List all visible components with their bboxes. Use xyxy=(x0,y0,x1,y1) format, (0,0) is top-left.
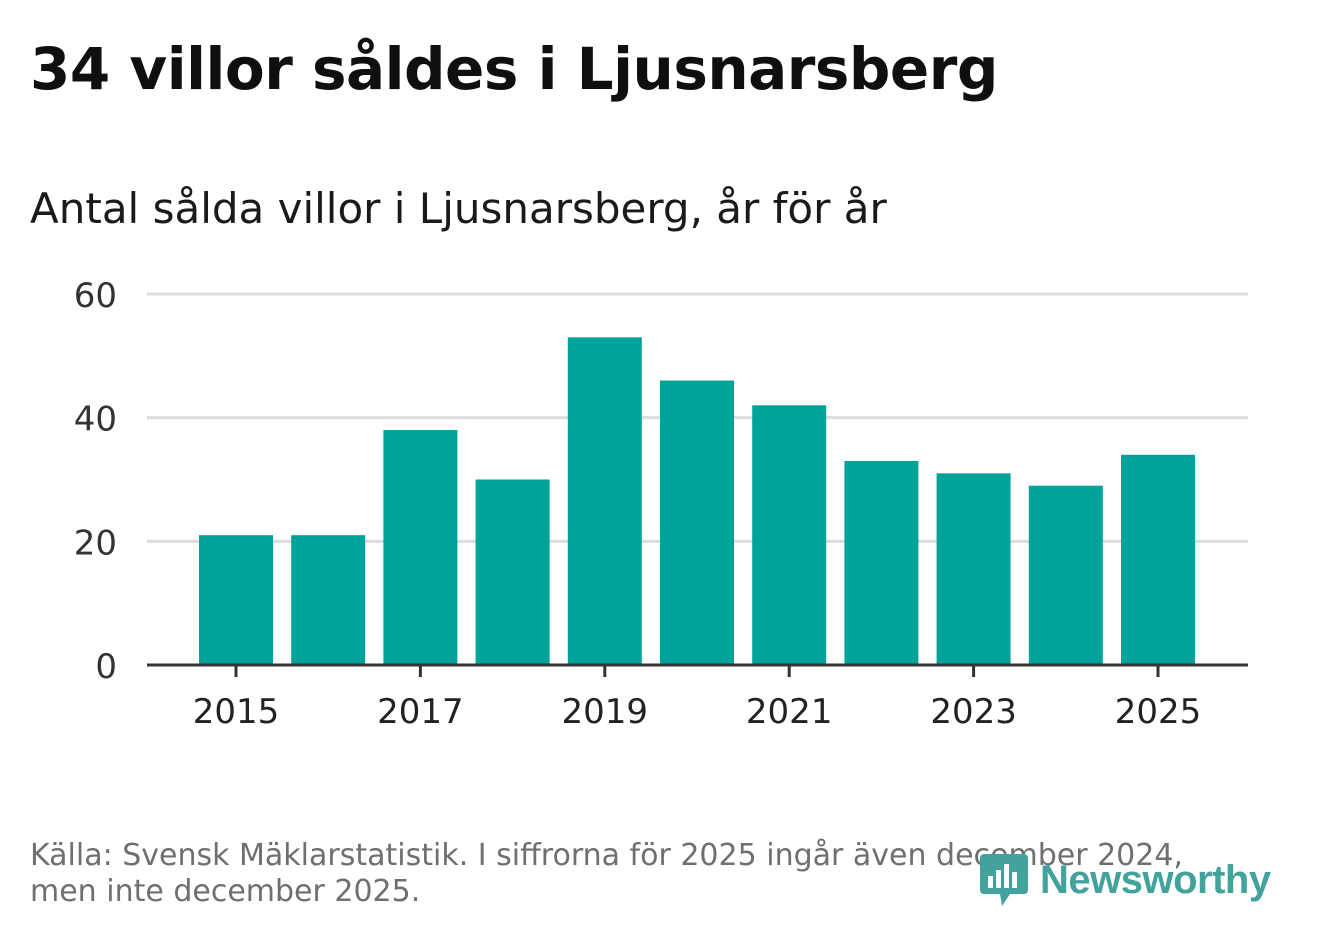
x-tick-label: 2023 xyxy=(930,692,1017,732)
bar-2022[interactable] xyxy=(844,460,919,665)
y-axis-ticks: 0 20 40 60 xyxy=(74,276,117,687)
bar-2018[interactable] xyxy=(475,479,550,666)
bars xyxy=(199,337,1195,665)
bar-2025[interactable] xyxy=(1121,454,1195,665)
bar-2019[interactable] xyxy=(567,337,642,665)
bar-2020[interactable] xyxy=(660,380,734,665)
bar-2024[interactable] xyxy=(1028,485,1103,665)
bar-2016[interactable] xyxy=(291,535,366,665)
x-tick-label: 2025 xyxy=(1115,692,1202,732)
y-tick-label: 20 xyxy=(74,523,117,563)
y-tick-label: 60 xyxy=(74,276,117,316)
x-tick-label: 2019 xyxy=(562,692,649,732)
x-tick-label: 2015 xyxy=(193,692,280,732)
bar-chart: 0 20 40 60 2015 2017 2019 2021 2023 2025 xyxy=(74,276,1248,732)
x-tick-label: 2021 xyxy=(746,692,833,732)
chart-subtitle: Antal sålda villor i Ljusnarsberg, år fö… xyxy=(30,184,887,233)
chart-title: 34 villor såldes i Ljusnarsberg xyxy=(30,35,998,103)
bar-2015[interactable] xyxy=(199,535,273,665)
bar-2023[interactable] xyxy=(936,473,1011,665)
logo-text: Newsworthy xyxy=(1040,857,1271,902)
x-axis-ticks: 2015 2017 2019 2021 2023 2025 xyxy=(193,665,1202,732)
bar-2021[interactable] xyxy=(752,405,827,665)
bar-2017[interactable] xyxy=(383,430,458,665)
newsworthy-logo-icon xyxy=(980,854,1028,906)
y-tick-label: 40 xyxy=(74,400,117,440)
x-tick-label: 2017 xyxy=(377,692,464,732)
newsworthy-logo[interactable]: Newsworthy xyxy=(978,850,1271,910)
y-tick-label: 0 xyxy=(95,647,117,687)
